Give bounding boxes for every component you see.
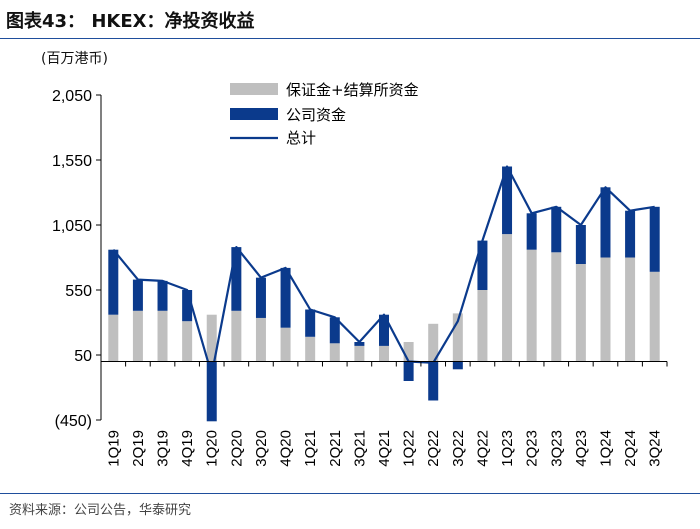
bar-corporate-funds [255,277,266,318]
bar-margin-clearing-funds [403,342,414,362]
bar-margin-clearing-funds [280,327,291,362]
bar-margin-clearing-funds [329,343,340,362]
x-tick-label: 3Q21 [351,430,368,467]
bar-margin-clearing-funds [649,271,660,362]
bar-margin-clearing-funds [379,345,389,362]
bar-margin-clearing-funds [526,249,537,362]
bar-corporate-funds [206,361,217,422]
unit-label: (百万港币) [41,51,108,67]
x-tick-label: 4Q19 [179,430,196,467]
legend-label: 保证金+结算所资金 [286,81,419,99]
x-tick-label: 2Q21 [327,430,344,467]
bar-margin-clearing-funds [502,234,513,362]
bar-corporate-funds [551,206,562,253]
line-layer [112,165,655,376]
bar-corporate-funds [157,280,168,311]
bar-corporate-funds [132,279,143,311]
y-tick-label: 550 [65,283,92,300]
bar-corporate-funds [108,249,119,315]
x-tick-label: 3Q20 [253,430,270,467]
x-tick-label: 4Q21 [376,430,393,467]
bar-corporate-funds [182,290,193,322]
bar-layer [108,166,660,422]
y-tick-label: 1,550 [52,153,92,170]
legend-swatch-corporate-funds [230,108,278,120]
x-tick-label: 2Q24 [622,430,639,467]
x-tick-label: 4Q22 [474,430,491,467]
x-tick-label: 3Q22 [450,430,467,467]
chart-title: 图表43： HKEX：净投资收益 [6,11,255,32]
x-tick-label: 1Q23 [499,430,516,467]
bar-margin-clearing-funds [600,257,611,362]
bar-corporate-funds [477,240,488,290]
bar-corporate-funds [305,309,316,337]
x-axis: 1Q19 2Q19 3Q19 4Q19 1Q20 2Q20 3Q20 4Q20 1Q21 2Q21… [100,361,668,467]
x-tick-label: 2Q22 [425,430,442,467]
bar-corporate-funds [502,166,513,235]
bar-corporate-funds [625,210,636,258]
bar-corporate-funds [379,314,389,346]
line-total [112,165,655,376]
x-tick-label: 2Q23 [524,430,541,467]
bar-margin-clearing-funds [305,336,316,362]
bar-margin-clearing-funds [206,314,217,362]
bar-margin-clearing-funds [231,310,242,362]
bar-margin-clearing-funds [428,323,439,362]
bar-margin-clearing-funds [354,345,365,362]
y-tick-label: 50 [74,348,92,365]
bar-corporate-funds [403,361,414,381]
x-tick-label: 4Q20 [278,430,295,467]
bar-margin-clearing-funds [108,314,119,362]
source-note: 资料来源：公司公告，华泰研究 [9,503,192,518]
bar-corporate-funds [231,247,242,311]
y-axis: 2,050 1,550 1,050 550 50 (450) [52,88,102,430]
x-tick-label: 1Q24 [597,430,614,467]
legend-label: 公司资金 [286,106,346,124]
bar-corporate-funds [526,213,537,250]
y-tick-label: 2,050 [52,88,92,105]
legend-swatch-margin-clearing-funds [230,83,278,95]
bar-corporate-funds [575,225,586,264]
bar-margin-clearing-funds [477,290,488,362]
bar-margin-clearing-funds [551,252,562,362]
x-tick-label: 2Q19 [130,430,147,467]
x-tick-label: 4Q23 [573,430,590,467]
x-tick-label: 1Q19 [105,430,122,467]
legend-label: 总计 [286,129,316,147]
x-tick-label: 3Q24 [647,430,664,467]
bar-margin-clearing-funds [625,257,636,362]
source-divider [0,493,700,494]
x-tick-label: 2Q20 [228,430,245,467]
y-tick-label: (450) [55,413,92,430]
bar-corporate-funds [600,187,611,258]
x-tick-label: 3Q23 [548,430,565,467]
bar-margin-clearing-funds [575,264,586,362]
bar-margin-clearing-funds [452,313,463,362]
x-tick-label: 1Q20 [204,430,221,467]
bar-margin-clearing-funds [182,321,193,362]
bar-margin-clearing-funds [157,310,168,362]
bar-margin-clearing-funds [132,310,143,362]
bar-corporate-funds [329,317,340,344]
x-tick-label: 1Q21 [302,430,319,467]
x-tick-label: 3Q19 [155,430,172,467]
bar-margin-clearing-funds [255,317,266,362]
y-tick-label: 1,050 [52,218,92,235]
bar-corporate-funds [452,361,463,370]
bar-corporate-funds [649,206,660,272]
title-bar [0,0,700,39]
bar-corporate-funds [280,267,291,328]
bar-corporate-funds [428,361,439,401]
bar-corporate-funds [354,342,365,346]
x-tick-label: 1Q22 [401,430,418,467]
